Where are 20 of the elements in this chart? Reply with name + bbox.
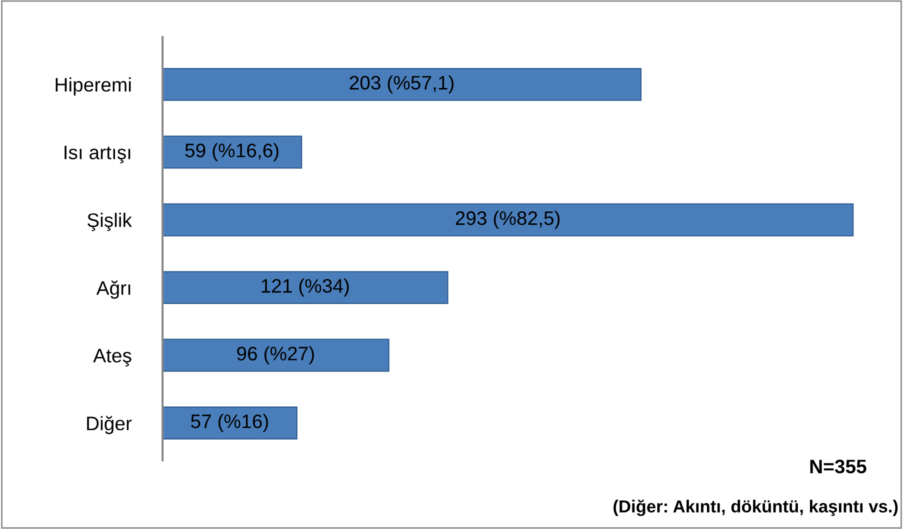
- bar: [162, 406, 298, 440]
- bar: [162, 338, 390, 372]
- annotation: N=355: [810, 460, 866, 474]
- data-label: 203 (%57,1): [350, 75, 454, 94]
- y-tick-label: Isı artışı: [64, 146, 130, 164]
- y-tick-label: Ağrı: [96, 280, 130, 299]
- y-tick-label: Şişlik: [87, 212, 132, 232]
- y-tick-label: Hiperemi: [56, 77, 131, 96]
- y-tick-label: Ateş: [93, 348, 132, 366]
- data-label: 59 (%16,6): [185, 143, 278, 162]
- y-tick-label: Diğer: [87, 416, 132, 434]
- data-label: 96 (%27): [237, 346, 314, 364]
- bar: [162, 136, 302, 169]
- bar: [162, 68, 642, 101]
- data-label: 121 (%34): [262, 278, 349, 297]
- bar: [162, 203, 854, 236]
- text: (Diğer: Akıntı, döküntü, kaşıntı vs.): [614, 500, 898, 516]
- bar: [162, 271, 448, 304]
- data-label: 293 (%82,5): [456, 210, 560, 229]
- data-label: 57 (%16): [191, 414, 268, 432]
